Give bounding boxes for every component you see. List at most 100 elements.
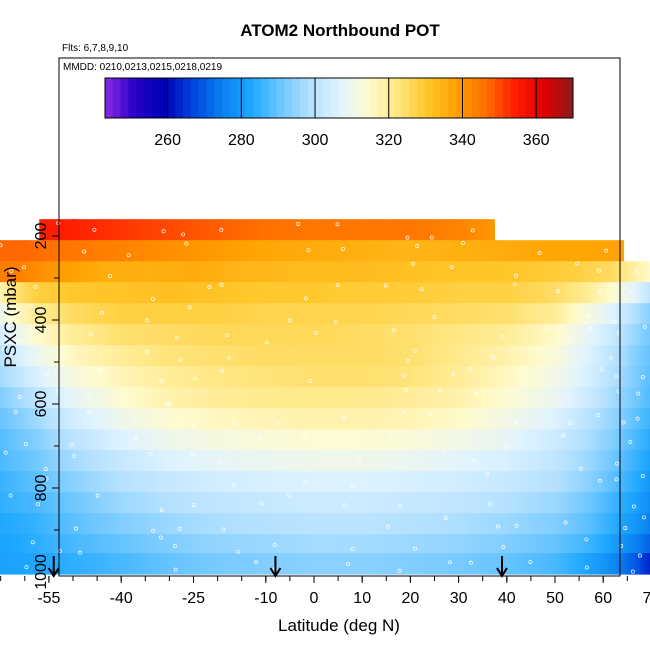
heatmap-cell [184, 534, 189, 556]
heatmap-cell [223, 534, 228, 556]
heatmap-cell [298, 240, 303, 262]
heatmap-cell [247, 303, 252, 325]
heatmap-cell [130, 261, 134, 283]
heatmap-cell [154, 553, 158, 575]
heatmap-cell [332, 219, 336, 241]
heatmap-cell [268, 387, 273, 409]
heatmap-cell [118, 534, 122, 556]
heatmap-cell [317, 324, 321, 346]
heatmap-cell [584, 345, 589, 367]
heatmap-cell [33, 553, 38, 575]
heatmap-cell [241, 450, 246, 472]
heatmap-cell [8, 387, 13, 409]
heatmap-cell [100, 471, 104, 493]
heatmap-cell [624, 408, 629, 430]
heatmap-cell [479, 366, 484, 388]
heatmap-cell [130, 387, 134, 409]
heatmap-cell [226, 513, 231, 535]
heatmap-cell [488, 240, 493, 262]
heatmap-cell [268, 492, 273, 514]
heatmap-cell [63, 553, 68, 575]
heatmap-cell [103, 408, 107, 430]
heatmap-cell [609, 513, 614, 535]
heatmap-cell [612, 387, 617, 409]
heatmap-cell [500, 450, 505, 472]
heatmap-cell [563, 450, 568, 472]
heatmap-cell [94, 471, 98, 493]
heatmap-cell [609, 429, 614, 451]
heatmap-cell [404, 261, 408, 283]
heatmap-cell [66, 261, 71, 283]
heatmap-cell [455, 324, 460, 346]
heatmap-cell [533, 324, 538, 346]
heatmap-cell [380, 450, 384, 472]
heatmap-cell [103, 513, 107, 535]
heatmap-cell [29, 408, 34, 430]
heatmap-cell [217, 366, 222, 388]
heatmap-cell [11, 429, 16, 451]
heatmap-cell [139, 492, 143, 514]
heatmap-cell [289, 408, 294, 430]
heatmap-cell [624, 513, 629, 535]
heatmap-cell [307, 534, 312, 556]
sample-marker [296, 222, 301, 226]
heatmap-cell [124, 408, 128, 430]
heatmap-cell [419, 450, 424, 472]
heatmap-cell [268, 240, 273, 262]
heatmap-cell [491, 240, 496, 262]
heatmap-cell [44, 261, 49, 283]
heatmap-cell [208, 450, 213, 472]
heatmap-cell [136, 324, 140, 346]
heatmap-cell [383, 429, 387, 451]
heatmap-cell [283, 513, 288, 535]
sample-marker [630, 569, 635, 574]
sample-marker [159, 508, 164, 513]
heatmap-cell [271, 282, 276, 304]
heatmap-cell [359, 553, 363, 575]
heatmap-cell [292, 450, 297, 472]
heatmap-cell [329, 429, 333, 451]
heatmap-cell [314, 219, 318, 241]
heatmap-cell [455, 534, 460, 556]
heatmap-cell [232, 303, 237, 325]
heatmap-cell [551, 513, 556, 535]
heatmap-cell [470, 345, 475, 367]
heatmap-cell [455, 282, 460, 304]
heatmap-cell [103, 534, 107, 556]
heatmap-cell [97, 450, 101, 472]
heatmap-cell [69, 553, 74, 575]
heatmap-cell [425, 387, 430, 409]
heatmap-cell [298, 471, 303, 493]
sample-marker [313, 330, 318, 335]
heatmap-cell [271, 450, 276, 472]
heatmap-cell [356, 219, 360, 241]
heatmap-cell [575, 492, 580, 514]
heatmap-cell [268, 408, 273, 430]
heatmap-cell [455, 261, 460, 283]
heatmap-cell [416, 492, 421, 514]
heatmap-cell [238, 240, 243, 262]
heatmap-cell [0, 492, 3, 514]
heatmap-cell [208, 345, 213, 367]
colorbar-segment [354, 78, 363, 118]
heatmap-cell [244, 513, 249, 535]
heatmap-cell [362, 553, 366, 575]
heatmap-cell [235, 534, 240, 556]
heatmap-cell [15, 261, 19, 283]
heatmap-cell [497, 534, 502, 556]
heatmap-cell [588, 553, 593, 575]
heatmap-cell [425, 345, 430, 367]
heatmap-cell [365, 366, 369, 388]
heatmap-cell [639, 303, 644, 325]
heatmap-cell [97, 408, 101, 430]
heatmap-cell [464, 366, 469, 388]
heatmap-cell [621, 534, 626, 556]
heatmap-cell [497, 282, 502, 304]
heatmap-cell [566, 345, 571, 367]
heatmap-cell [157, 219, 161, 241]
heatmap-cell [581, 471, 586, 493]
heatmap-cell [241, 408, 246, 430]
heatmap-cell [609, 534, 614, 556]
heatmap-cell [277, 492, 282, 514]
heatmap-cell [271, 324, 276, 346]
